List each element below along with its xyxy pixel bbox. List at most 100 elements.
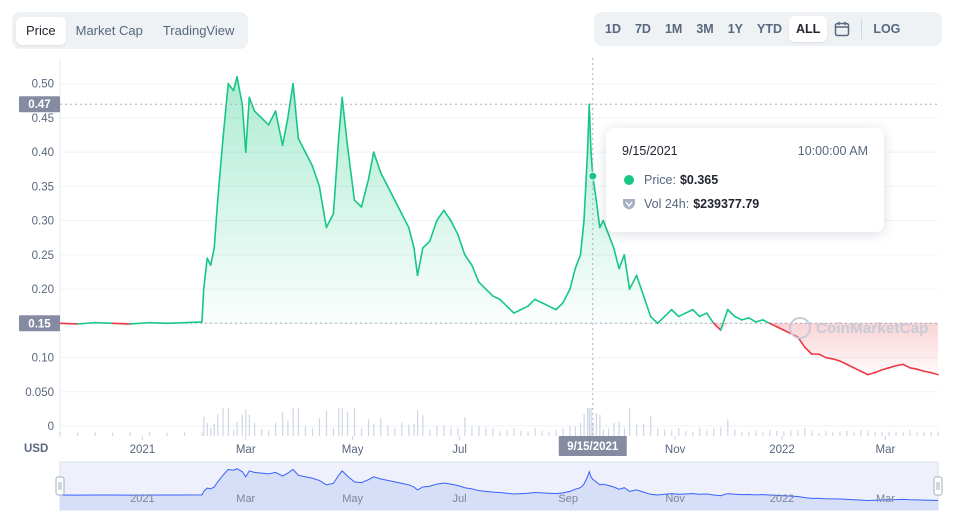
volume-bar (236, 421, 238, 436)
calendar-button[interactable] (827, 15, 857, 43)
range-divider (861, 19, 863, 39)
volume-bar (394, 427, 396, 436)
volume-bar (930, 431, 932, 436)
price-line-segment (520, 305, 529, 311)
volume-bar (297, 408, 300, 436)
range-1y[interactable]: 1Y (727, 22, 744, 36)
volume-bar (699, 427, 701, 436)
volume-bar (562, 428, 564, 436)
x-tick-label: Nov (665, 444, 686, 456)
volume-bar (678, 428, 680, 436)
price-line-segment (213, 199, 219, 249)
volume-bar (839, 431, 841, 436)
tab-price[interactable]: Price (16, 16, 66, 45)
price-line-segment (684, 308, 694, 314)
price-line-segment (649, 315, 659, 325)
navigator-handle-left[interactable] (55, 476, 65, 496)
volume-bar (748, 431, 750, 436)
volume-bar (595, 413, 597, 436)
price-line-segment (442, 209, 452, 222)
volume-bar (881, 432, 883, 436)
range-1d[interactable]: 1D (605, 22, 621, 36)
x-tick-label: 2022 (769, 444, 795, 456)
volume-bar (318, 418, 321, 436)
price-line-segment (602, 219, 610, 236)
volume-bar (727, 419, 729, 436)
volume-bar (846, 430, 848, 436)
time-range-tabs: 1D 7D 1M 3M 1Y YTD ALL LOG (594, 12, 942, 46)
price-line-segment (698, 312, 708, 318)
price-line-segment (761, 319, 771, 325)
volume-bar (916, 432, 918, 436)
price-line-segment (471, 264, 480, 284)
volume-bar (59, 431, 61, 436)
volume-bar (429, 429, 431, 436)
navigator-tick-label: 2021 (130, 493, 154, 505)
price-line-segment (111, 322, 131, 325)
volume-bar (436, 426, 438, 436)
price-line-segment (372, 151, 382, 174)
volume-bar (408, 424, 410, 436)
volume-bar (129, 432, 131, 436)
volume-bar (341, 408, 343, 436)
price-line-segment (902, 363, 911, 369)
price-line-segment (485, 288, 494, 297)
navigator-tick-label: May (342, 493, 363, 505)
price-line-segment (598, 219, 605, 229)
volume-bar (254, 423, 256, 436)
range-all[interactable]: ALL (789, 16, 828, 42)
price-line-segment (492, 295, 501, 301)
log-toggle[interactable]: LOG (873, 22, 901, 36)
tab-market-cap[interactable]: Market Cap (75, 22, 143, 38)
price-line-segment (281, 117, 289, 147)
volume-bar (77, 432, 79, 436)
range-1m[interactable]: 1M (664, 22, 683, 36)
calendar-icon (835, 21, 850, 37)
price-line-segment (818, 353, 827, 359)
range-7d[interactable]: 7D (634, 22, 651, 36)
price-line-segment (499, 298, 508, 307)
hover-date-tag-bg (558, 436, 627, 456)
price-line-segment (260, 117, 270, 126)
volume-bar (608, 428, 610, 436)
price-line-segment (400, 212, 410, 229)
volume-bar (287, 420, 289, 436)
volume-bar (367, 419, 370, 436)
price-line-segment (435, 209, 445, 222)
price-line-segment (148, 321, 168, 325)
volume-bar (245, 409, 247, 436)
price-line-segment (236, 76, 244, 106)
y-tick-label: 0.50 (32, 79, 54, 91)
volume-bar (241, 414, 243, 436)
chart-view-tabs: Price Market Cap TradingView (12, 12, 249, 49)
volume-bar (248, 414, 250, 436)
range-3m[interactable]: 3M (696, 22, 714, 36)
price-line-segment (201, 288, 205, 323)
price-line-segment (241, 103, 247, 153)
navigator-handle-right[interactable] (933, 476, 943, 496)
y-tick-label: 0.25 (32, 250, 54, 262)
price-line-segment (413, 247, 419, 277)
tab-tradingview[interactable]: TradingView (162, 22, 235, 38)
price-line-segment (360, 178, 370, 208)
volume-bar (148, 432, 151, 436)
volume-bar (338, 408, 340, 436)
range-ytd[interactable]: YTD (757, 22, 783, 36)
price-line-segment (450, 219, 459, 236)
y-tick-label: 0 (48, 421, 54, 433)
volume-bar (268, 430, 270, 436)
price-line-segment (287, 82, 294, 119)
price-line-segment (274, 110, 284, 147)
price-line-segment (464, 254, 473, 266)
baseline-price-tag-bg (19, 315, 60, 332)
volume-bar (548, 431, 550, 436)
volume-bar (541, 430, 543, 436)
y-tick-label: 0.30 (32, 216, 54, 228)
volume-bar (387, 425, 389, 436)
volume-bar (832, 432, 834, 436)
y-tick-label: 0.35 (32, 181, 54, 193)
volume-bar (232, 429, 235, 436)
volume-bar (353, 408, 356, 436)
volume-bar (206, 422, 208, 436)
